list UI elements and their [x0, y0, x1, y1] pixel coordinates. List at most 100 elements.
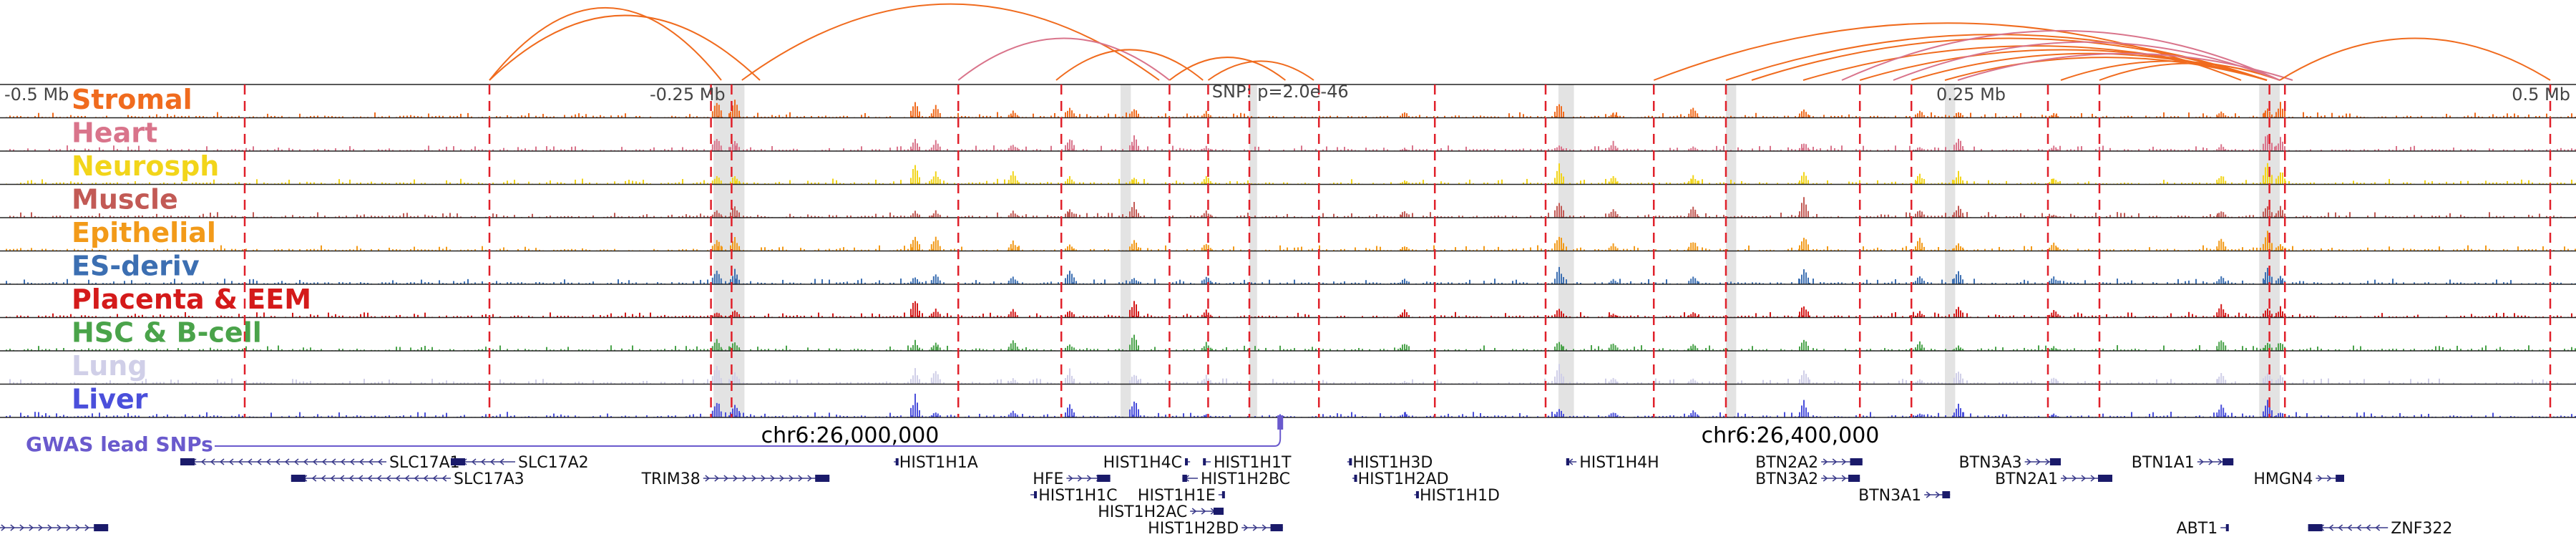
signal-bar: [1873, 248, 1875, 251]
signal-bar: [1287, 247, 1288, 251]
signal-peak: [1207, 213, 1209, 218]
signal-peak: [1012, 211, 1014, 218]
signal-peak: [1561, 274, 1562, 284]
signal-bar: [868, 183, 869, 185]
signal-bar: [49, 316, 50, 318]
signal-bar: [2321, 115, 2322, 118]
signal-peak: [1400, 248, 1401, 251]
signal-bar: [1058, 116, 1059, 118]
signal-bar: [1537, 116, 1538, 118]
signal-bar: [1723, 182, 1724, 185]
signal-bar: [360, 216, 361, 218]
signal-bar: [535, 282, 537, 284]
signal-bar: [235, 149, 236, 151]
signal-bar: [471, 216, 472, 218]
signal-bar: [1426, 281, 1428, 284]
signal-bar: [124, 216, 125, 218]
signal-bar: [1748, 245, 1750, 251]
signal-peak: [716, 139, 718, 151]
signal-bar: [596, 183, 597, 185]
signal-bar: [156, 213, 157, 218]
signal-peak: [730, 147, 731, 151]
signal-peak: [2053, 242, 2055, 251]
signal-bar: [338, 116, 340, 118]
signal-bar: [1780, 282, 1782, 284]
signal-bar: [950, 249, 952, 251]
signal-bar: [285, 182, 286, 185]
signal-bar: [639, 149, 640, 151]
signal-bar: [2338, 150, 2340, 151]
signal-bar: [2306, 183, 2308, 185]
signal-bar: [700, 213, 701, 218]
signal-bar: [1698, 180, 1699, 185]
signal-bar: [2163, 249, 2165, 251]
signal-bar: [618, 279, 619, 284]
signal-bar: [1948, 183, 1950, 185]
signal-bar: [381, 182, 383, 185]
signal-bar: [338, 216, 340, 218]
signal-bar: [775, 116, 776, 118]
signal-peak: [1807, 147, 1809, 151]
signal-bar: [135, 181, 136, 185]
signal-bar: [1229, 283, 1231, 284]
signal-peak: [1016, 180, 1018, 185]
signal-bar: [1491, 216, 1492, 218]
signal-bar: [1412, 116, 1413, 118]
signal-bar: [507, 150, 508, 151]
signal-bar: [156, 114, 157, 118]
signal-bar: [1913, 150, 1914, 151]
signal-peak: [1610, 246, 1612, 251]
signal-bar: [1548, 183, 1549, 185]
signal-bar: [2070, 213, 2072, 218]
signal-bar: [2546, 216, 2547, 218]
signal-bar: [1906, 115, 1907, 118]
signal-bar: [2310, 149, 2311, 151]
signal-bar: [2503, 248, 2504, 251]
signal-bar: [771, 282, 773, 284]
signal-peak: [937, 213, 939, 218]
signal-bar: [1358, 116, 1360, 118]
signal-bar: [1630, 183, 1631, 185]
signal-bar: [2006, 216, 2007, 218]
signal-bar: [610, 216, 612, 218]
signal-bar: [1941, 215, 1943, 218]
signal-bar: [2006, 180, 2007, 185]
signal-bar: [1927, 149, 1928, 151]
signal-bar: [578, 113, 580, 118]
signal-peak: [910, 215, 912, 218]
signal-bar: [1909, 145, 1911, 151]
signal-bar: [163, 216, 165, 218]
signal-bar: [24, 216, 25, 218]
signal-bar: [235, 183, 236, 185]
signal-bar: [2124, 116, 2125, 118]
signal-bar: [1090, 116, 1091, 118]
signal-bar: [1601, 183, 1603, 185]
signal-bar: [292, 249, 293, 251]
signal-bar: [1301, 246, 1302, 251]
signal-bar: [113, 145, 114, 151]
signal-bar: [2024, 215, 2025, 218]
signal-bar: [1948, 115, 1950, 118]
signal-bar: [1580, 216, 1581, 218]
signal-bar: [1093, 248, 1095, 251]
signal-bar: [1541, 216, 1542, 218]
signal-peak: [1131, 179, 1133, 185]
signal-peak: [1129, 281, 1131, 284]
signal-bar: [2567, 248, 2569, 251]
signal-bar: [1086, 213, 1088, 218]
signal-bar: [2188, 149, 2190, 151]
signal-bar: [2406, 182, 2408, 185]
signal-peak: [1690, 178, 1692, 185]
signal-bar: [1516, 149, 1517, 151]
signal-bar: [1086, 114, 1088, 118]
signal-bar: [199, 216, 200, 218]
signal-bar: [1605, 213, 1606, 218]
signal-bar: [1787, 216, 1789, 218]
signal-bar: [1176, 281, 1177, 284]
signal-bar: [1598, 248, 1599, 251]
signal-bar: [492, 283, 494, 284]
signal-bar: [242, 216, 243, 218]
signal-bar: [442, 115, 444, 118]
signal-bar: [1999, 246, 2000, 251]
signal-bar: [1981, 216, 1982, 218]
